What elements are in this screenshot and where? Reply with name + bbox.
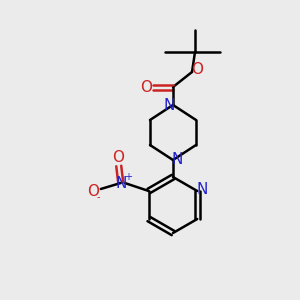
Text: N: N	[115, 176, 126, 190]
Text: O: O	[87, 184, 99, 199]
Text: N: N	[163, 98, 175, 112]
Text: O: O	[112, 151, 124, 166]
Text: -: -	[97, 192, 101, 202]
Text: O: O	[191, 62, 203, 77]
Text: N: N	[196, 182, 208, 196]
Text: +: +	[124, 172, 132, 182]
Text: O: O	[140, 80, 152, 94]
Text: N: N	[171, 152, 183, 167]
